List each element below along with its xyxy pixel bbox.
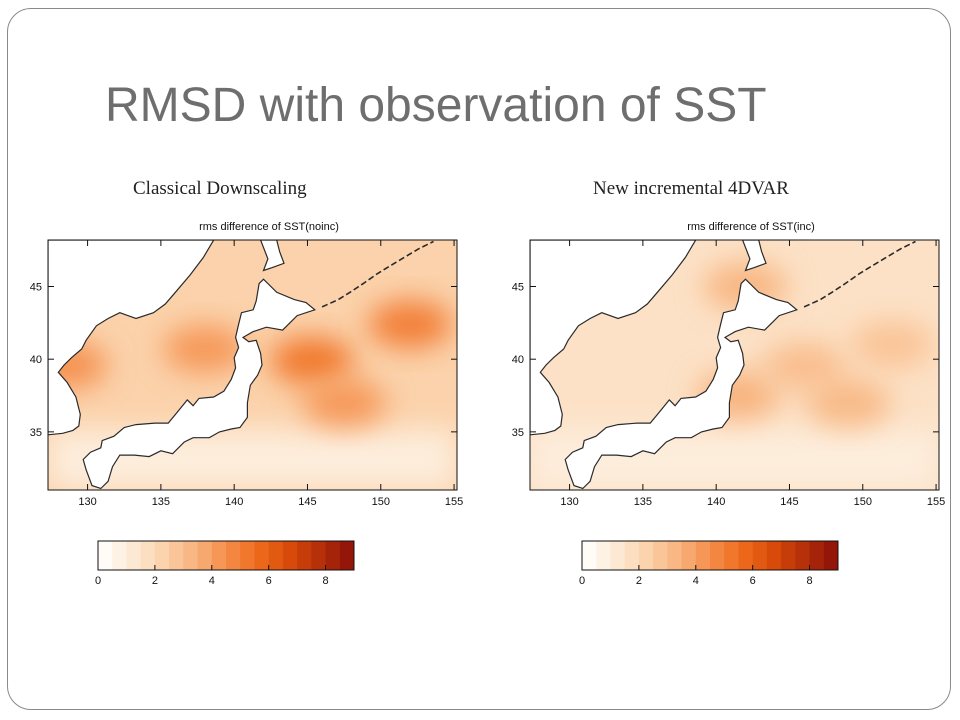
colorbar-segment	[738, 541, 754, 570]
sst-hotspot	[269, 336, 354, 385]
colorbar-segment	[667, 541, 683, 570]
colorbar-frame	[581, 540, 839, 571]
colorbar-inc: 0 2 4 6 8	[579, 540, 839, 587]
colorbar-noinc: 0 2 4 6 8	[95, 540, 355, 587]
colorbar-segment	[610, 541, 626, 570]
sakhalin-land	[259, 240, 285, 272]
mainland-land	[48, 240, 215, 436]
colorbar-segment	[140, 541, 156, 570]
colorbar-tick-label: 4	[209, 575, 215, 587]
colorbar-segment	[197, 541, 213, 570]
colorbar-segment	[638, 541, 654, 570]
colorbar-tick-label: 0	[95, 575, 101, 587]
colorbar-segment	[710, 541, 725, 570]
x-tick-label: 130	[560, 496, 578, 508]
colorbar-segment	[624, 541, 640, 570]
colorbar-segment	[653, 541, 668, 570]
sst-map-noinc: rms difference of SST(noinc) 130 135 140 14…	[30, 221, 463, 508]
sst-hotspot	[806, 378, 891, 427]
colorbar-tick-label: 2	[636, 575, 642, 587]
colorbar-tick-label: 8	[806, 575, 812, 587]
x-tick-label: 135	[634, 496, 652, 508]
colorbar-segment	[98, 541, 113, 570]
sst-hotspot	[162, 325, 247, 374]
colorbar-segment	[126, 541, 142, 570]
x-tick-label: 140	[225, 496, 243, 508]
plot-frame	[529, 239, 940, 491]
colorbar-tick-label: 2	[152, 575, 158, 587]
colorbar-tick-label: 6	[266, 575, 272, 587]
y-tick-label: 35	[30, 427, 42, 439]
colorbar-segment	[169, 541, 184, 570]
sst-hotspot	[302, 378, 387, 427]
colorbar-segment	[297, 541, 312, 570]
colorbar-tick-label: 6	[750, 575, 756, 587]
y-tick-label: 45	[512, 282, 524, 294]
x-tick-label: 155	[927, 496, 945, 508]
kuril-islands	[321, 240, 434, 308]
x-tick-label: 135	[152, 496, 170, 508]
colorbar-segment	[809, 541, 825, 570]
plot-frame	[47, 239, 458, 491]
colorbar-segment	[154, 541, 170, 570]
panel-caption-classical: Classical Downscaling	[133, 178, 307, 199]
japan-land	[82, 278, 317, 490]
colorbar-segment	[183, 541, 199, 570]
y-tick-label: 35	[512, 427, 524, 439]
colorbar-segment	[823, 541, 839, 570]
colorbar-segment	[240, 541, 255, 570]
x-tick-label: 155	[445, 496, 463, 508]
x-tick-label: 140	[707, 496, 725, 508]
colorbar-segment	[724, 541, 739, 570]
y-tick-label: 40	[30, 354, 42, 366]
x-tick-label: 145	[780, 496, 798, 508]
plot-title-noinc: rms difference of SST(noinc)	[199, 221, 339, 233]
colorbar-segment	[752, 541, 768, 570]
colorbar-frame	[97, 540, 355, 571]
sst-hotspot	[368, 300, 453, 349]
panel-caption-incremental: New incremental 4DVAR	[593, 178, 789, 199]
colorbar-segment	[226, 541, 241, 570]
colorbar-tick-label: 0	[579, 575, 585, 587]
japan-land	[564, 278, 799, 490]
slide-title: RMSD with observation of SST	[105, 79, 767, 132]
colorbar-segment	[311, 541, 327, 570]
colorbar-segment	[582, 541, 597, 570]
colorbar-segment	[282, 541, 298, 570]
x-tick-label: 145	[298, 496, 316, 508]
sst-map-inc: rms difference of SST(inc) 130 135 140 145 1…	[512, 221, 945, 508]
colorbar-segment	[339, 541, 355, 570]
y-tick-label: 45	[30, 282, 42, 294]
colorbar-segment	[596, 541, 611, 570]
colorbar-segment	[112, 541, 127, 570]
mainland-land	[530, 240, 697, 436]
colorbar-segment	[681, 541, 697, 570]
colorbar-segment	[766, 541, 782, 570]
colorbar-segment	[211, 541, 227, 570]
colorbar-tick-label: 8	[322, 575, 328, 587]
x-tick-label: 130	[78, 496, 96, 508]
colorbar-segment	[695, 541, 711, 570]
colorbar-segment	[795, 541, 811, 570]
colorbar-segment	[254, 541, 270, 570]
sst-hotspot	[762, 342, 847, 391]
colorbar-segment	[781, 541, 796, 570]
y-tick-label: 40	[512, 354, 524, 366]
x-tick-label: 150	[854, 496, 872, 508]
x-tick-label: 150	[372, 496, 390, 508]
colorbar-segment	[325, 541, 341, 570]
sakhalin-land	[741, 240, 767, 272]
plot-title-inc: rms difference of SST(inc)	[687, 221, 815, 233]
kuril-islands	[803, 240, 916, 308]
colorbar-tick-label: 4	[693, 575, 699, 587]
colorbar-segment	[268, 541, 284, 570]
sst-hotspot	[850, 320, 935, 369]
